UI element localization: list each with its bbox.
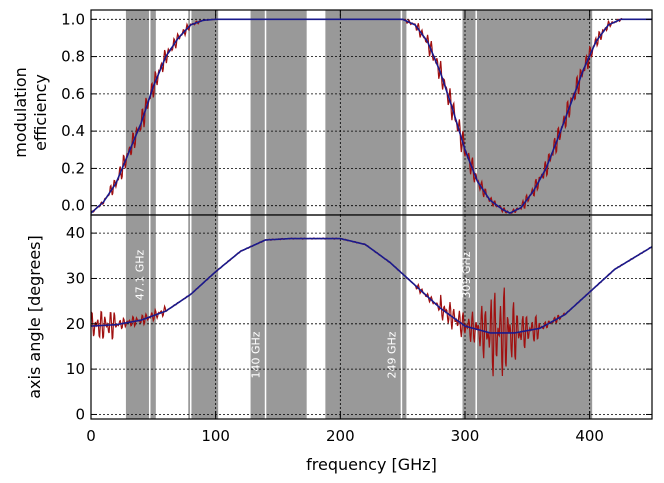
y-tick-label: 1.0 [61,10,85,28]
top-lines [90,17,652,215]
y-tick-label: 0.8 [61,48,85,66]
x-tick-label: 100 [201,427,230,445]
smooth-series-line [90,237,653,334]
band-label: 309 GHz [460,251,473,298]
x-tick-label: 0 [86,427,96,445]
top-shaded-bands [125,10,593,215]
y-tick-label: 0 [75,405,85,423]
band-label: 80.0 GHz [175,329,188,380]
y-tick-label: 30 [66,269,85,287]
shaded-band [325,10,407,215]
shaded-band [462,10,593,215]
shaded-band [462,215,593,419]
modulation-efficiency-panel: 0.0 0.2 0.4 0.6 0.8 1.0 modulationefficiency [11,9,653,216]
bottom-y-axis-label: axis angle [degrees] [25,235,44,399]
y-tick-label: 10 [66,360,85,378]
shaded-band [250,215,307,419]
bottom-shaded-bands: 47.1 GHz 80.0 GHz 140 GHz 249 GHz 309 GHz [125,215,593,419]
shaded-band [325,215,407,419]
y-tick-label: 0.0 [61,197,85,215]
y-axis-label-line: efficiency [31,74,50,151]
shaded-band [188,10,219,215]
top-y-ticks: 0.0 0.2 0.4 0.6 0.8 1.0 [61,10,652,215]
band-label: 249 GHz [385,331,398,378]
y-tick-label: 20 [66,315,85,333]
x-ticks: 0 100 200 300 400 [86,10,604,445]
bottom-y-ticks: 0 10 20 30 40 [66,224,652,423]
y-tick-label: 0.6 [61,85,85,103]
top-y-axis-label: modulationefficiency [11,67,50,158]
y-axis-label-line: modulation [11,67,30,158]
band-label: 140 GHz [250,331,263,378]
band-label: 47.1 GHz [134,249,147,300]
x-tick-label: 400 [575,427,604,445]
shaded-band [188,215,219,419]
x-axis-label: frequency [GHz] [306,455,437,474]
bottom-grid [91,215,652,419]
x-tick-label: 200 [326,427,355,445]
x-tick-label: 300 [451,427,480,445]
y-tick-label: 40 [66,224,85,242]
y-tick-label: 0.4 [61,122,85,140]
smooth-series-line [90,18,652,214]
bottom-lines [90,237,653,377]
y-tick-label: 0.2 [61,159,85,177]
shaded-band [125,10,156,215]
bottom-plot-frame [90,214,653,420]
shaded-band [250,10,307,215]
axis-angle-panel: 47.1 GHz 80.0 GHz 140 GHz 249 GHz 309 GHz 0 1… [25,10,653,474]
